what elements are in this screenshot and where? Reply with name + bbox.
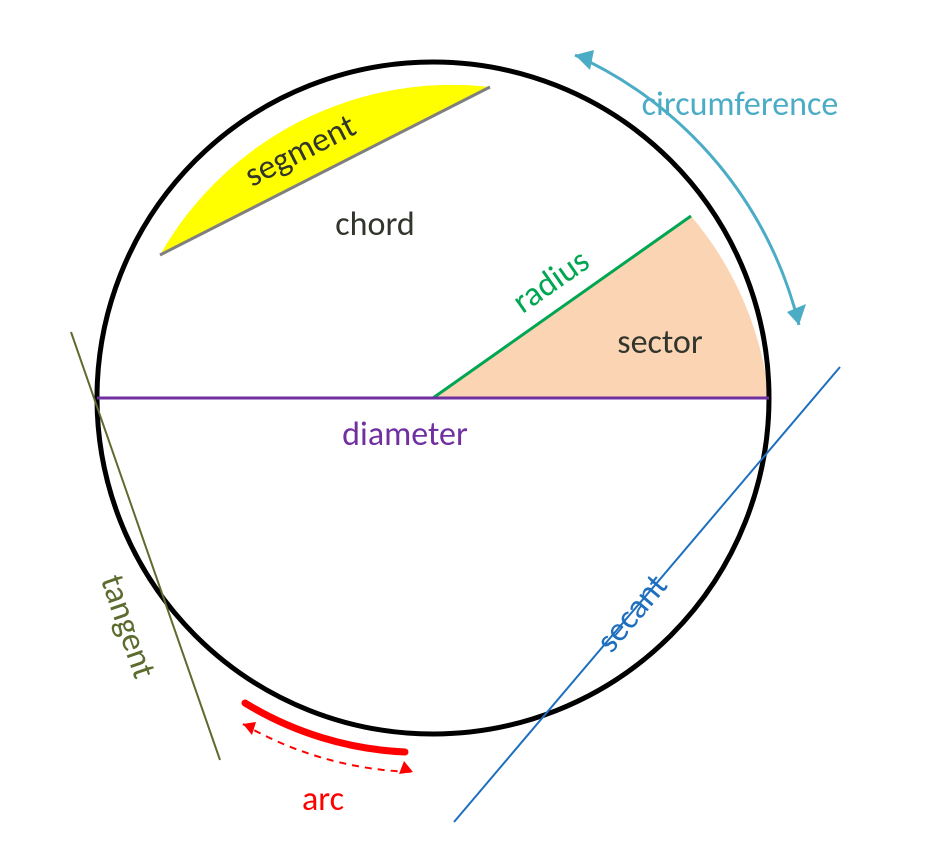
circumference-arrow-head-top: [575, 50, 594, 70]
sector-region: [433, 216, 769, 398]
arc-indicator-arrow-right: [399, 761, 413, 774]
label-circumference: circumference: [642, 84, 839, 125]
circle-parts-diagram: segment chord radius sector circumferenc…: [0, 0, 930, 855]
label-sector: sector: [617, 322, 703, 363]
tangent-line: [71, 332, 220, 760]
label-diameter: diameter: [342, 414, 468, 455]
arc-indicator-arrow-left: [243, 722, 256, 735]
circumference-arrow-head-bottom: [787, 304, 806, 325]
label-secant: secant: [587, 566, 676, 661]
label-arc: arc: [302, 779, 344, 820]
label-chord: chord: [335, 204, 414, 245]
